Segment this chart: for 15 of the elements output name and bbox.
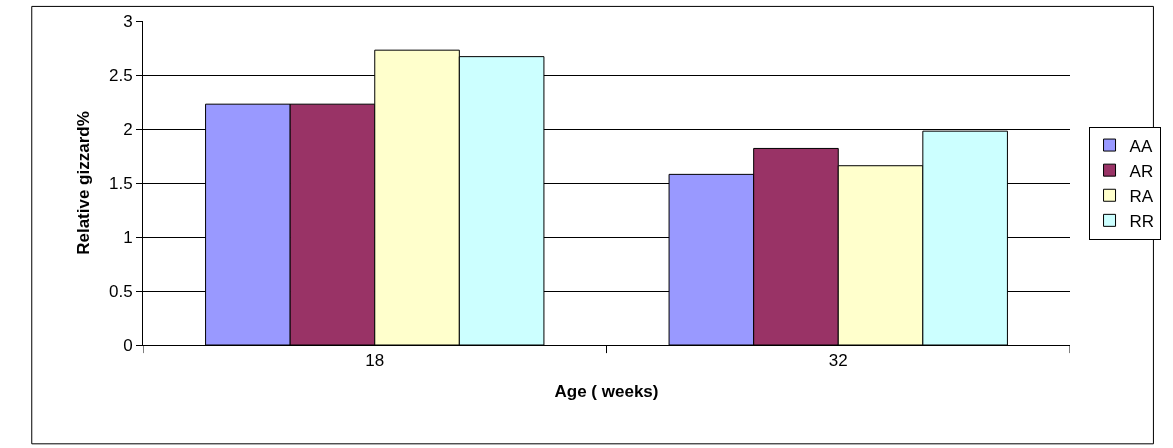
x-axis-title: Age ( weeks) (554, 381, 659, 401)
y-axis-title: Relative gizzard% (73, 111, 93, 255)
y-tick-label: 3 (123, 11, 133, 31)
y-tick-label: 1 (123, 227, 133, 247)
legend-label: RR (1129, 211, 1155, 231)
y-tick-label: 2.5 (108, 65, 133, 85)
x-tick-label: 18 (365, 351, 385, 371)
legend-label: AA (1129, 136, 1153, 156)
y-tick-label: 2 (123, 119, 133, 139)
legend-label: AR (1129, 161, 1154, 181)
x-tick-label: 32 (828, 351, 848, 371)
y-tick-label: 1.5 (108, 173, 133, 193)
y-tick-label: 0.5 (108, 281, 133, 301)
legend-label: RA (1129, 186, 1154, 206)
y-tick-label: 0 (123, 335, 133, 355)
